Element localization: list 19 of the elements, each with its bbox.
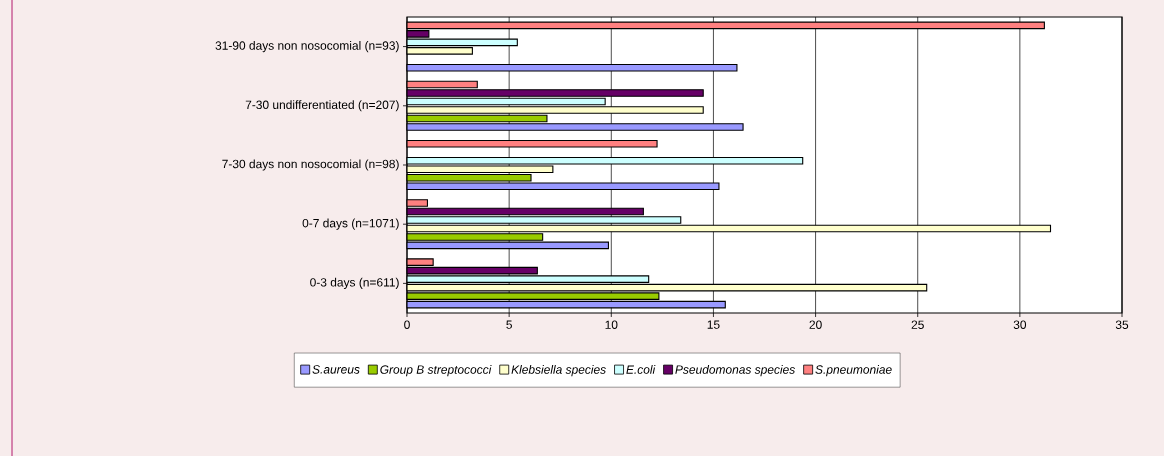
x-tick-label: 10 <box>605 320 618 329</box>
legend-label: Klebsiella species <box>511 365 606 377</box>
x-tick-label: 15 <box>707 320 720 329</box>
x-tick-label: 30 <box>1013 320 1027 329</box>
legend-label: Group B streptococci <box>380 365 492 377</box>
x-tick-label: 20 <box>809 320 822 329</box>
legend-label: Pseudomonas species <box>675 365 795 377</box>
legend-label: S.pneumoniae <box>815 365 892 377</box>
x-tick-label: 5 <box>506 320 512 329</box>
x-tick-label: 25 <box>911 320 924 329</box>
x-tick-label: 35 <box>1115 320 1129 329</box>
x-tick-label: 0 <box>404 320 410 329</box>
y-tick-label: 7-30 undifferentiated (n=207) <box>245 100 399 112</box>
y-tick-label: 0-3 days (n=611) <box>310 277 399 289</box>
y-tick-label: 0-7 days (n=1071) <box>302 218 399 230</box>
legend-label: S.aureus <box>312 365 360 374</box>
y-tick-label: 31-90 days non nosocomial (n=93) <box>215 41 399 53</box>
legend-label: E.coli <box>626 365 656 374</box>
y-tick-label: 7-30 days non nosocomial (n=98) <box>222 159 399 171</box>
